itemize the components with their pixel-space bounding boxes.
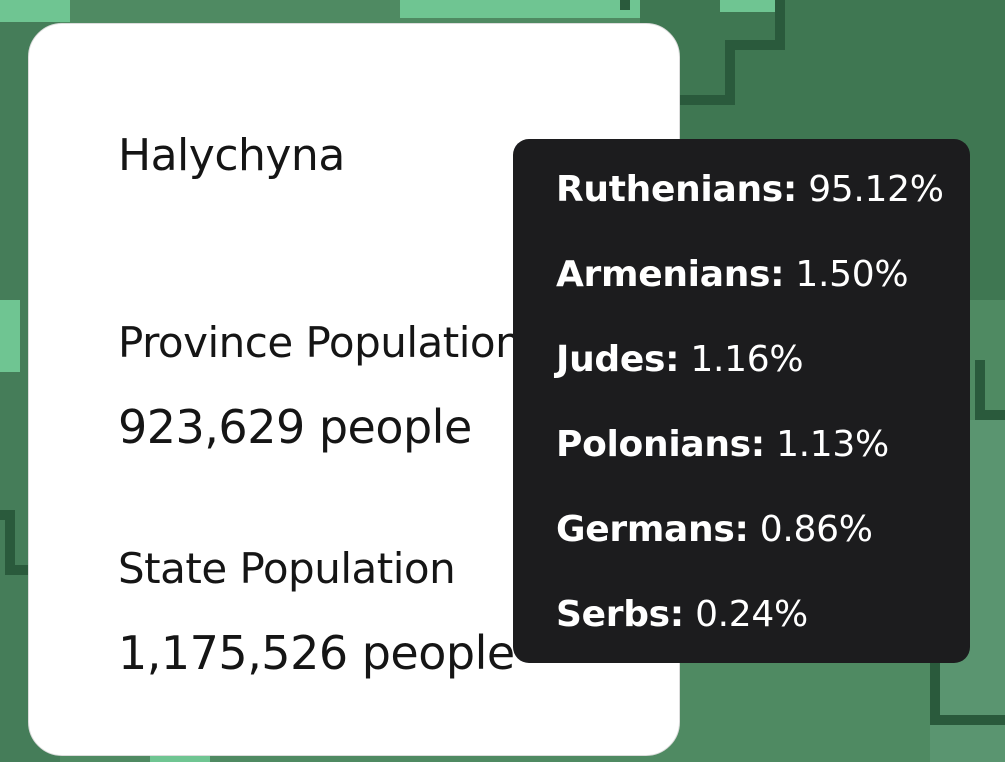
culture-percentage: 0.86% (759, 509, 873, 550)
map-borders (0, 0, 1005, 725)
culture-row: Ruthenians: 95.12% (556, 169, 944, 210)
culture-percentage: 1.50% (795, 254, 909, 295)
culture-name: Polonians: (556, 424, 765, 465)
culture-name: Germans: (556, 509, 749, 550)
state-population-label: State Population (118, 544, 456, 593)
culture-row: Polonians: 1.13% (556, 424, 889, 465)
culture-name: Serbs: (556, 594, 684, 635)
province-population-label: Province Population (118, 318, 522, 367)
state-population-value: 1,175,526 people (118, 626, 515, 680)
map-light-region (0, 0, 780, 762)
province-population-value: 923,629 people (118, 400, 472, 454)
culture-row: Serbs: 0.24% (556, 594, 808, 635)
culture-row: Armenians: 1.50% (556, 254, 909, 295)
culture-row: Germans: 0.86% (556, 509, 873, 550)
culture-percentage: 95.12% (808, 169, 944, 210)
culture-name: Ruthenians: (556, 169, 798, 210)
culture-name: Judes: (556, 339, 680, 380)
culture-name: Armenians: (556, 254, 785, 295)
culture-row: Judes: 1.16% (556, 339, 804, 380)
culture-breakdown-tooltip: Ruthenians: 95.12% Armenians: 1.50% Jude… (513, 139, 970, 663)
province-name: Halychyna (118, 130, 345, 181)
culture-percentage: 1.13% (776, 424, 889, 465)
culture-percentage: 1.16% (690, 339, 804, 380)
culture-percentage: 0.24% (695, 594, 808, 635)
